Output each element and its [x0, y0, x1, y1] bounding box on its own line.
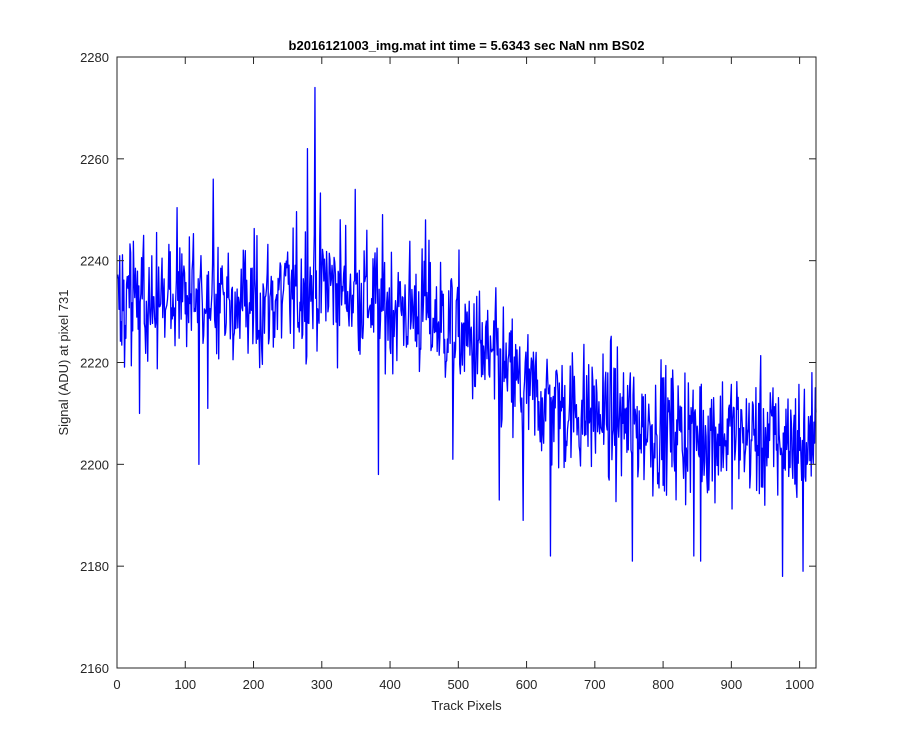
x-tick-label: 800	[652, 677, 674, 692]
x-tick-label: 500	[447, 677, 469, 692]
y-tick-label: 2160	[80, 661, 109, 676]
plot-area	[116, 56, 817, 669]
axes-box	[117, 57, 816, 668]
x-axis-ticks: 0 100 200 300 400 500 600 700 800 900 1000	[113, 57, 814, 692]
series-layer	[117, 86, 817, 577]
x-tick-label: 300	[311, 677, 333, 692]
signal-series-line	[117, 86, 817, 577]
x-tick-label: 0	[113, 677, 120, 692]
y-tick-label: 2280	[80, 50, 109, 65]
y-axis-label: Signal (ADU) at pixel 731	[56, 290, 71, 436]
x-tick-label: 600	[516, 677, 538, 692]
x-axis-label: Track Pixels	[431, 698, 502, 713]
y-tick-label: 2240	[80, 254, 109, 269]
y-axis-ticks: 2160 2180 2200 2220 2240 2260 2280	[80, 50, 816, 676]
x-tick-label: 700	[584, 677, 606, 692]
y-tick-label: 2260	[80, 152, 109, 167]
y-tick-label: 2200	[80, 457, 109, 472]
chart-title: b2016121003_img.mat int time = 5.6343 se…	[289, 38, 645, 53]
x-tick-label: 1000	[785, 677, 814, 692]
y-tick-label: 2220	[80, 356, 109, 371]
y-tick-label: 2180	[80, 559, 109, 574]
x-tick-label: 400	[379, 677, 401, 692]
x-tick-label: 200	[243, 677, 265, 692]
x-tick-label: 100	[174, 677, 196, 692]
x-tick-label: 900	[721, 677, 743, 692]
